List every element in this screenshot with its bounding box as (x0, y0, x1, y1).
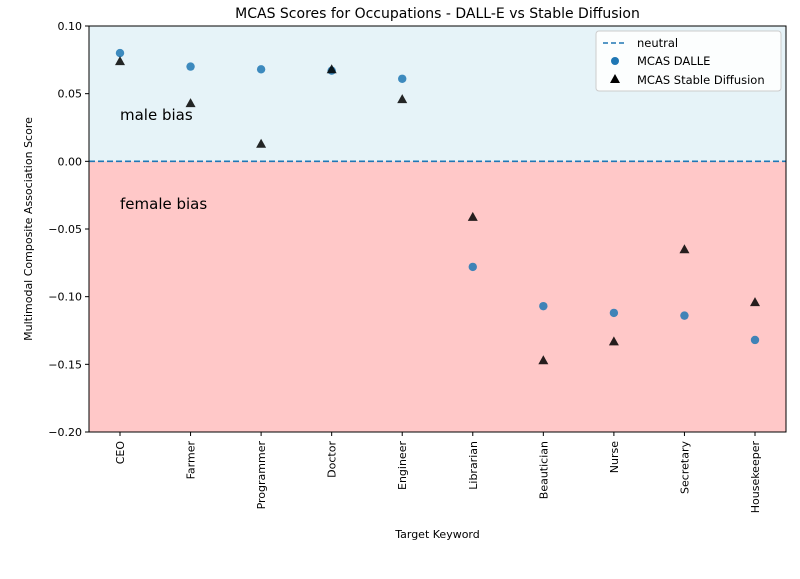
point-dalle-nurse (609, 308, 619, 318)
point-sd-programmer (256, 138, 267, 148)
point-sd-librarian (467, 211, 478, 221)
point-dalle-housekeeper (750, 335, 760, 345)
point-dalle-farmer (186, 62, 195, 71)
y-tick-label: −0.15 (48, 358, 82, 371)
x-tick-label-secretary: Secretary (678, 441, 691, 494)
x-tick-label-housekeeper: Housekeeper (749, 441, 762, 514)
point-sd-engineer (397, 94, 408, 104)
x-tick-label-doctor: Doctor (326, 441, 339, 478)
chart-title: MCAS Scores for Occupations - DALL-E vs … (235, 6, 640, 22)
point-dalle-beautician (539, 301, 548, 311)
y-tick-label: 0.05 (58, 88, 83, 101)
legend-dalle-swatch (611, 57, 619, 65)
x-tick-label-beautician: Beautician (537, 441, 550, 499)
x-tick-label-nurse: Nurse (608, 441, 621, 473)
point-sd-ceo (115, 56, 125, 66)
axes: −0.20 −0.15 −0.10 −0.05 0.00 0.05 0.10 CEO Farme… (48, 20, 787, 514)
x-tick-label-librarian: Librarian (467, 441, 480, 490)
female-bias-label: female bias (120, 195, 207, 213)
point-dalle-secretary (680, 311, 689, 320)
point-dalle-ceo (115, 48, 125, 58)
female-bias-region (89, 161, 786, 433)
point-dalle-engineer (398, 74, 407, 83)
point-sd-nurse (608, 336, 619, 346)
y-tick-label: 0.00 (58, 155, 83, 168)
y-tick-label: 0.10 (58, 20, 83, 33)
legend: neutral MCAS DALLE MCAS Stable Diffusion (595, 30, 782, 92)
legend-entry-stable-diffusion: MCAS Stable Diffusion (637, 73, 765, 87)
x-tick-label-programmer: Programmer (255, 441, 268, 510)
y-tick-label: −0.20 (48, 426, 82, 439)
x-axis-label: Target Keyword (394, 528, 480, 541)
x-tick-label-ceo: CEO (114, 441, 127, 465)
point-sd-doctor (326, 64, 337, 74)
point-sd-beautician (538, 355, 549, 365)
legend-sd-swatch (610, 74, 620, 83)
y-tick-label: −0.05 (48, 223, 82, 236)
legend-entry-neutral: neutral (637, 36, 678, 50)
legend-box (595, 30, 782, 92)
point-dalle-programmer (256, 65, 266, 74)
point-sd-housekeeper (750, 297, 760, 307)
point-sd-secretary (679, 244, 690, 254)
male-bias-label: male bias (120, 106, 193, 124)
x-tick-label-engineer: Engineer (396, 441, 409, 490)
x-tick-label-farmer: Farmer (185, 441, 198, 480)
plot-marks (89, 48, 786, 365)
y-axis-label: Multimodal Composite Association Score (22, 117, 35, 341)
point-sd-farmer (185, 98, 196, 108)
y-tick-label: −0.10 (48, 291, 82, 304)
point-dalle-librarian (468, 262, 477, 272)
legend-entry-dalle: MCAS DALLE (637, 54, 710, 68)
